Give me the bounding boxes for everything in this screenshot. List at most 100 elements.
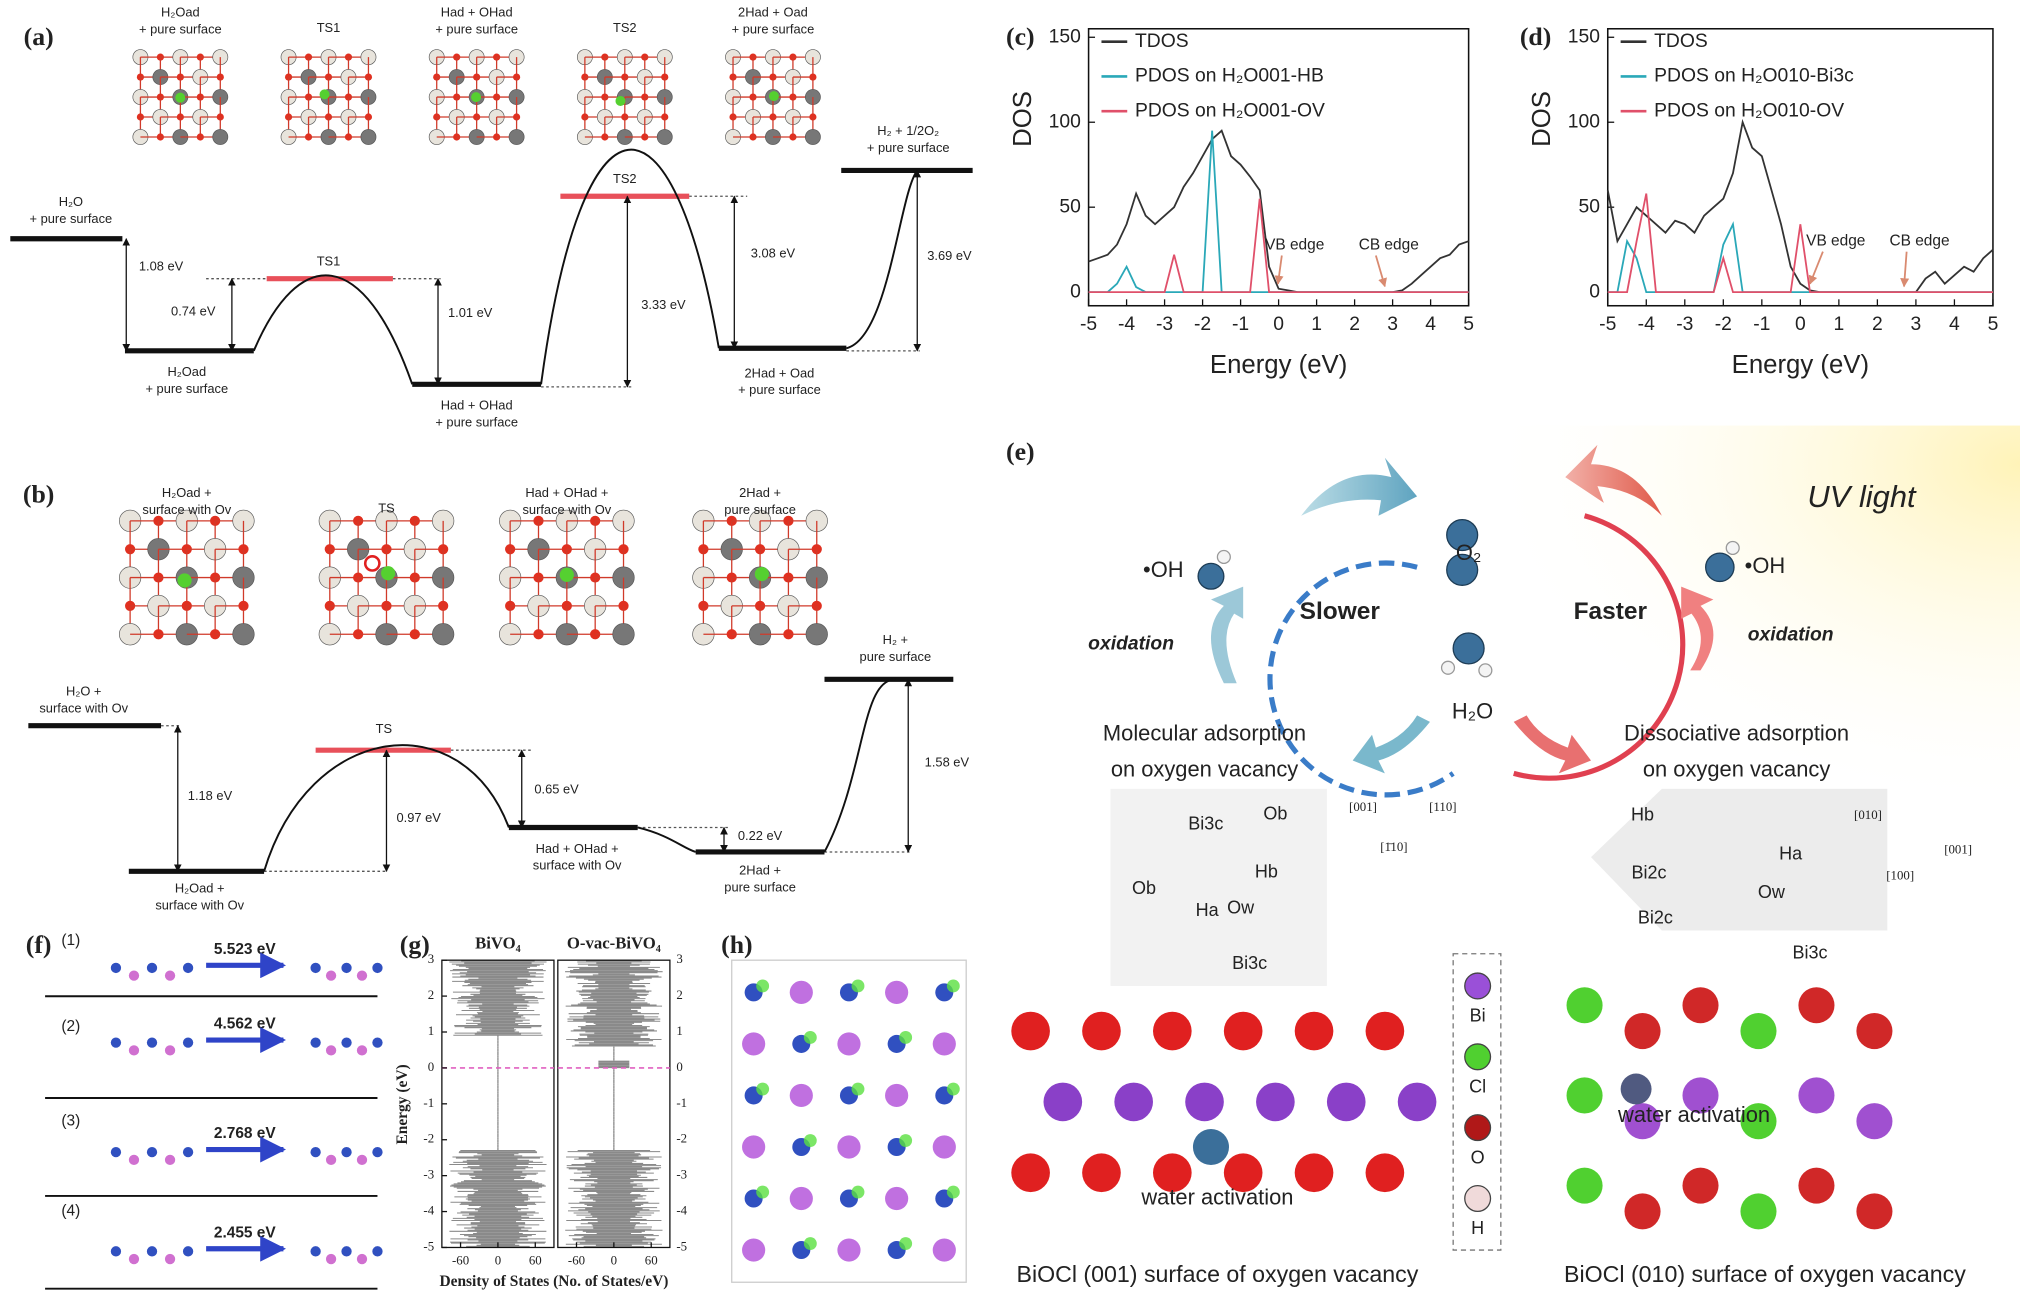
atom — [310, 1246, 321, 1257]
y-tick-label: -3 — [676, 1168, 687, 1182]
flow-arrow — [1210, 586, 1244, 684]
state-label: H₂Oad + — [175, 881, 225, 896]
density — [899, 1237, 913, 1251]
atom — [615, 95, 626, 106]
atom — [837, 1135, 861, 1159]
x-tick-label: 0 — [611, 1254, 617, 1268]
molecule-label: H₂O — [1452, 699, 1493, 724]
atom — [360, 129, 377, 145]
density — [851, 1185, 865, 1199]
state-label: + pure surface — [867, 140, 950, 155]
atom — [210, 572, 221, 583]
y-tick-label: 100 — [1049, 111, 1081, 132]
atom — [789, 1083, 813, 1108]
y-tick-label: -4 — [423, 1204, 434, 1218]
vacancy — [363, 555, 381, 572]
mechanism-label: Molecular adsorption — [1103, 721, 1306, 746]
atom — [726, 629, 737, 640]
atom — [805, 623, 828, 646]
atom — [110, 1037, 122, 1048]
energy-value: 1.18 eV — [188, 788, 233, 803]
rate-label: Slower — [1300, 598, 1381, 625]
step-energy: 5.523 eV — [214, 941, 277, 958]
y-tick-label: -4 — [676, 1204, 687, 1218]
density — [756, 1185, 770, 1199]
atom — [319, 89, 330, 100]
radical-label: •OH — [1745, 553, 1786, 578]
atom — [837, 1032, 861, 1056]
atom — [1682, 987, 1719, 1024]
step-energy: 4.562 eV — [214, 1016, 277, 1033]
state-label: H₂ + 1/2O₂ — [877, 123, 939, 138]
y-tick-label: 2 — [428, 988, 434, 1002]
flow-arrow — [1565, 444, 1662, 516]
structure-image — [132, 49, 229, 145]
atom — [1152, 1153, 1192, 1193]
atom — [1798, 1167, 1835, 1204]
atom — [164, 1154, 176, 1166]
radical-label: •OH — [1143, 557, 1184, 582]
light-label: UV light — [1807, 479, 1917, 514]
atom — [1624, 1193, 1661, 1230]
atom — [1185, 1082, 1224, 1122]
atom-label: Hb — [1255, 861, 1278, 881]
reaction-path — [540, 148, 720, 385]
density — [803, 1134, 817, 1147]
atom — [146, 1037, 158, 1048]
y-tick-label: 0 — [1589, 281, 1600, 302]
density — [946, 1185, 960, 1199]
x-tick-label: 4 — [1949, 314, 1960, 335]
caption: BiOCl (001) surface of oxygen vacancy — [1016, 1261, 1418, 1287]
panel-title: BiVO₄ — [475, 934, 521, 953]
molecule-atom — [1197, 562, 1225, 590]
atom — [641, 133, 649, 141]
atom — [1856, 1013, 1893, 1050]
dos-line — [1088, 130, 1469, 293]
x-tick-label: -5 — [1080, 314, 1097, 335]
y-tick-label: -5 — [676, 1239, 687, 1253]
rate-label: Faster — [1574, 598, 1648, 625]
energy-value: 0.74 eV — [171, 304, 216, 319]
atom-label: Ow — [1227, 897, 1255, 917]
annotation: VB edge — [1806, 232, 1865, 249]
dos-line — [1607, 193, 1993, 293]
dos-line — [1088, 198, 1469, 293]
x-tick-label: 3 — [1387, 314, 1398, 335]
x-tick-label: 60 — [529, 1254, 542, 1268]
density — [756, 1082, 770, 1096]
atom — [310, 1146, 321, 1158]
atom-label: Ow — [1758, 882, 1786, 902]
atom — [1256, 1082, 1295, 1122]
atom — [1082, 1011, 1121, 1051]
atom-label: Bi3c — [1188, 814, 1223, 834]
atom — [1365, 1011, 1405, 1051]
structure-label: TS — [378, 501, 394, 516]
x-tick-label: 1 — [1833, 314, 1844, 335]
x-tick-label: -5 — [1599, 314, 1616, 335]
atom — [146, 962, 158, 974]
atom — [932, 1032, 956, 1056]
atom — [1223, 1011, 1263, 1051]
structure-label: + pure surface — [732, 21, 815, 36]
step-index: (4) — [61, 1202, 80, 1219]
atom — [1682, 1077, 1719, 1114]
atom — [128, 1045, 140, 1056]
step-index: (2) — [61, 1018, 80, 1035]
state-label: + pure surface — [30, 211, 113, 226]
legend-swatch — [1464, 972, 1492, 1000]
reaction-path — [263, 744, 510, 872]
x-tick-label: 5 — [1988, 314, 1999, 335]
atom — [128, 1253, 140, 1265]
atom — [742, 1032, 766, 1056]
cycle-arrow — [1513, 513, 1686, 781]
state-label: surface with Ov — [39, 700, 128, 715]
atom — [1011, 1011, 1050, 1051]
atom — [932, 1238, 956, 1262]
atom — [559, 567, 574, 582]
legend-swatch — [1464, 1043, 1492, 1071]
atom — [656, 129, 673, 145]
legend-label: PDOS on H₂O001-OV — [1135, 100, 1325, 121]
structure-label: pure surface — [724, 502, 796, 517]
y-tick-label: 0 — [1070, 281, 1081, 302]
axis-label: [110] — [1429, 800, 1456, 814]
